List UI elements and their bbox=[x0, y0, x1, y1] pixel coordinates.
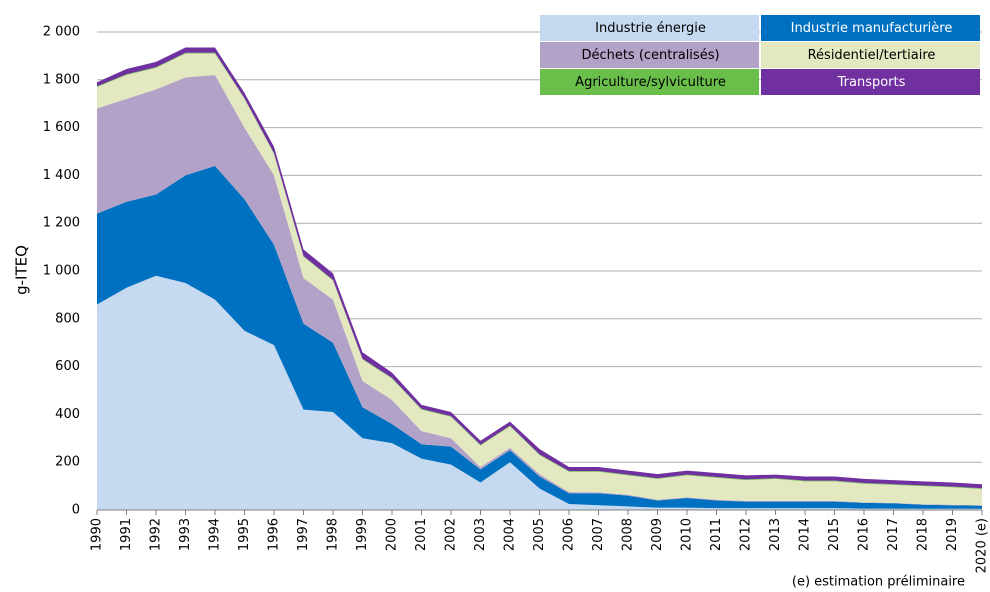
x-tick-label: 1993 bbox=[178, 518, 193, 551]
x-tick-label: 1996 bbox=[267, 518, 282, 551]
x-tick-label: 1995 bbox=[237, 518, 252, 551]
legend-label: Transports bbox=[837, 75, 906, 90]
y-tick-label: 1 400 bbox=[43, 168, 80, 183]
x-tick-label: 2004 bbox=[503, 518, 518, 551]
legend-label: Industrie énergie bbox=[595, 21, 706, 36]
legend-swatch bbox=[761, 15, 980, 41]
x-tick-label: 2005 bbox=[532, 518, 547, 551]
x-tick-label: 2009 bbox=[650, 518, 665, 551]
x-tick-label: 1994 bbox=[208, 518, 223, 551]
y-tick-label: 0 bbox=[72, 503, 80, 518]
area bbox=[97, 75, 982, 506]
x-tick-label: 2020 (e) bbox=[975, 518, 990, 573]
x-tick-label: 1990 bbox=[90, 518, 105, 551]
y-tick-label: 600 bbox=[55, 359, 80, 374]
x-tick-label: 2019 bbox=[945, 518, 960, 551]
x-tick-label: 1992 bbox=[149, 518, 164, 551]
area bbox=[97, 165, 982, 509]
legend-label: Industrie manufacturière bbox=[791, 21, 953, 36]
y-tick-label: 2 000 bbox=[43, 25, 80, 40]
legend-label: Déchets (centralisés) bbox=[581, 48, 719, 63]
y-tick-label: 1 000 bbox=[43, 264, 80, 279]
annotation: (e) estimation préliminaire bbox=[792, 575, 965, 590]
y-axis-label: g-ITEQ bbox=[13, 245, 31, 295]
legend-swatch bbox=[540, 69, 759, 95]
y-tick-label: 200 bbox=[55, 455, 80, 470]
x-tick-label: 2008 bbox=[621, 518, 636, 551]
legend-swatch bbox=[540, 42, 759, 68]
y-tick-label: 1 200 bbox=[43, 216, 80, 231]
x-tick-label: 2012 bbox=[739, 518, 754, 551]
x-tick-label: 2013 bbox=[768, 518, 783, 551]
legend-label: Agriculture/sylviculture bbox=[575, 75, 726, 90]
legend-swatch bbox=[540, 15, 759, 41]
x-tick-label: 2000 bbox=[385, 518, 400, 551]
x-tick-label: 2011 bbox=[709, 518, 724, 551]
x-tick-label: 2007 bbox=[591, 518, 606, 551]
legend-swatch bbox=[761, 42, 980, 68]
legend-label: Résidentiel/tertiaire bbox=[808, 48, 936, 63]
x-tick-label: 1998 bbox=[326, 518, 341, 551]
x-tick-label: 2018 bbox=[916, 518, 931, 551]
x-tick-label: 2006 bbox=[562, 518, 577, 551]
y-tick-label: 400 bbox=[55, 407, 80, 422]
y-tick-label: 1 600 bbox=[43, 120, 80, 135]
x-tick-label: 2014 bbox=[798, 518, 813, 551]
x-tick-label: 2016 bbox=[857, 518, 872, 551]
area bbox=[97, 275, 982, 510]
x-tick-label: 2015 bbox=[827, 518, 842, 551]
x-tick-label: 1991 bbox=[119, 518, 134, 551]
x-tick-label: 1999 bbox=[355, 518, 370, 551]
x-tick-label: 2002 bbox=[444, 518, 459, 551]
y-tick-label: 1 800 bbox=[43, 72, 80, 87]
x-tick-label: 1997 bbox=[296, 518, 311, 551]
legend-swatch bbox=[761, 69, 980, 95]
x-tick-label: 2003 bbox=[473, 518, 488, 551]
x-tick-label: 2017 bbox=[886, 518, 901, 551]
y-tick-label: 800 bbox=[55, 311, 80, 326]
x-tick-label: 2010 bbox=[680, 518, 695, 551]
x-tick-label: 2001 bbox=[414, 518, 429, 551]
